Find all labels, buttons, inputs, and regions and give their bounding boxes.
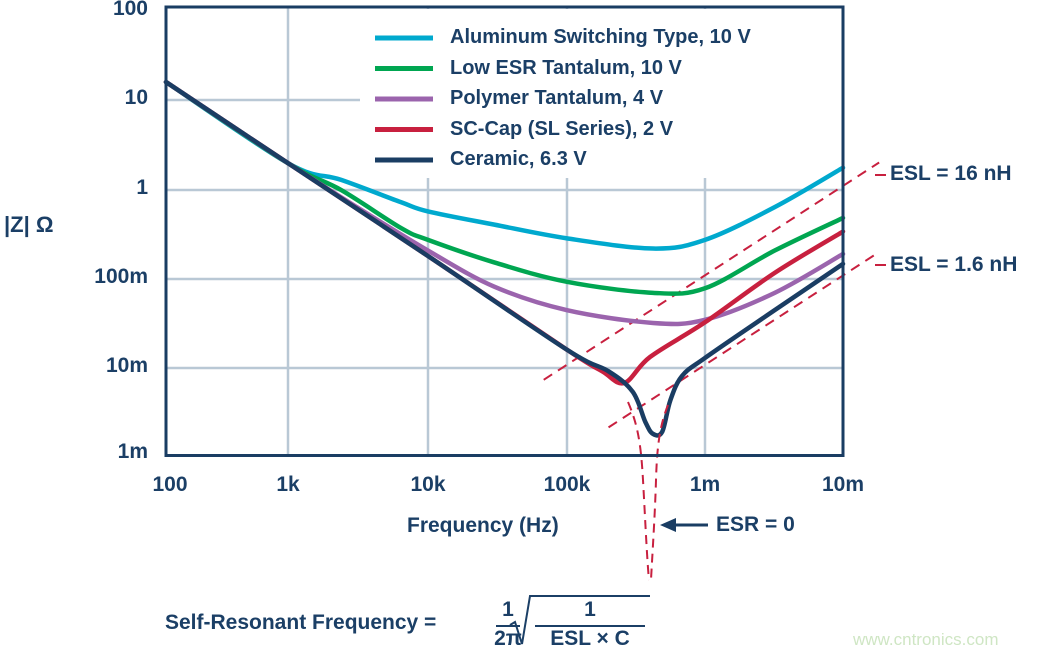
plot-frame xyxy=(164,5,845,457)
legend-entry: Polymer Tantalum, 4 V xyxy=(450,87,664,109)
y-tick-label: 1 xyxy=(136,176,148,199)
esl-label-1-6nh: ESL = 1.6 nH xyxy=(890,253,1018,276)
watermark: www.cntronics.com xyxy=(853,630,999,649)
y-tick-label: 10m xyxy=(105,354,148,377)
x-tick-label: 1k xyxy=(276,473,300,496)
sqrt-sign xyxy=(496,595,650,645)
legend-entry: Low ESR Tantalum, 10 V xyxy=(450,56,682,79)
formula-lhs: Self-Resonant Frequency = xyxy=(165,611,437,634)
srf-dashed-right xyxy=(650,404,669,581)
srf-dashed-left xyxy=(627,401,650,581)
legend-background xyxy=(360,9,842,178)
legend-entry: Aluminum Switching Type, 10 V xyxy=(450,26,751,48)
series-line xyxy=(163,79,846,438)
y-axis-label: |Z| Ω xyxy=(4,212,54,237)
x-tick-label: 10m xyxy=(821,473,865,496)
formula-numerator: 1 xyxy=(502,598,514,621)
legend-swatches xyxy=(375,35,433,163)
esl-label-16nh: ESL = 16 nH xyxy=(890,162,1012,185)
formula-root-denominator: ESL × C xyxy=(550,627,630,650)
esr-arrow xyxy=(660,518,708,532)
x-tick-label: 100k xyxy=(543,473,591,496)
esr-label: ESR = 0 xyxy=(716,513,795,536)
series-curves xyxy=(163,79,846,438)
formula-root-numerator: 1 xyxy=(584,598,596,621)
legend-entry: SC-Cap (SL Series), 2 V xyxy=(450,117,674,140)
x-tick-label: 1m xyxy=(689,473,721,496)
x-axis-label: Frequency (Hz) xyxy=(407,514,559,537)
y-tick-label: 1m xyxy=(117,440,148,463)
y-tick-label: 100m xyxy=(94,265,148,288)
esl-line xyxy=(607,251,880,429)
y-tick-label: 100 xyxy=(112,0,148,20)
y-tick-label: 10 xyxy=(124,86,148,109)
esl-lines xyxy=(543,161,886,429)
x-tick-label: 100 xyxy=(152,473,188,496)
formula-denominator: 2π xyxy=(494,627,522,650)
x-tick-label: 10k xyxy=(410,473,446,496)
legend-entry: Ceramic, 6.3 V xyxy=(450,148,587,170)
